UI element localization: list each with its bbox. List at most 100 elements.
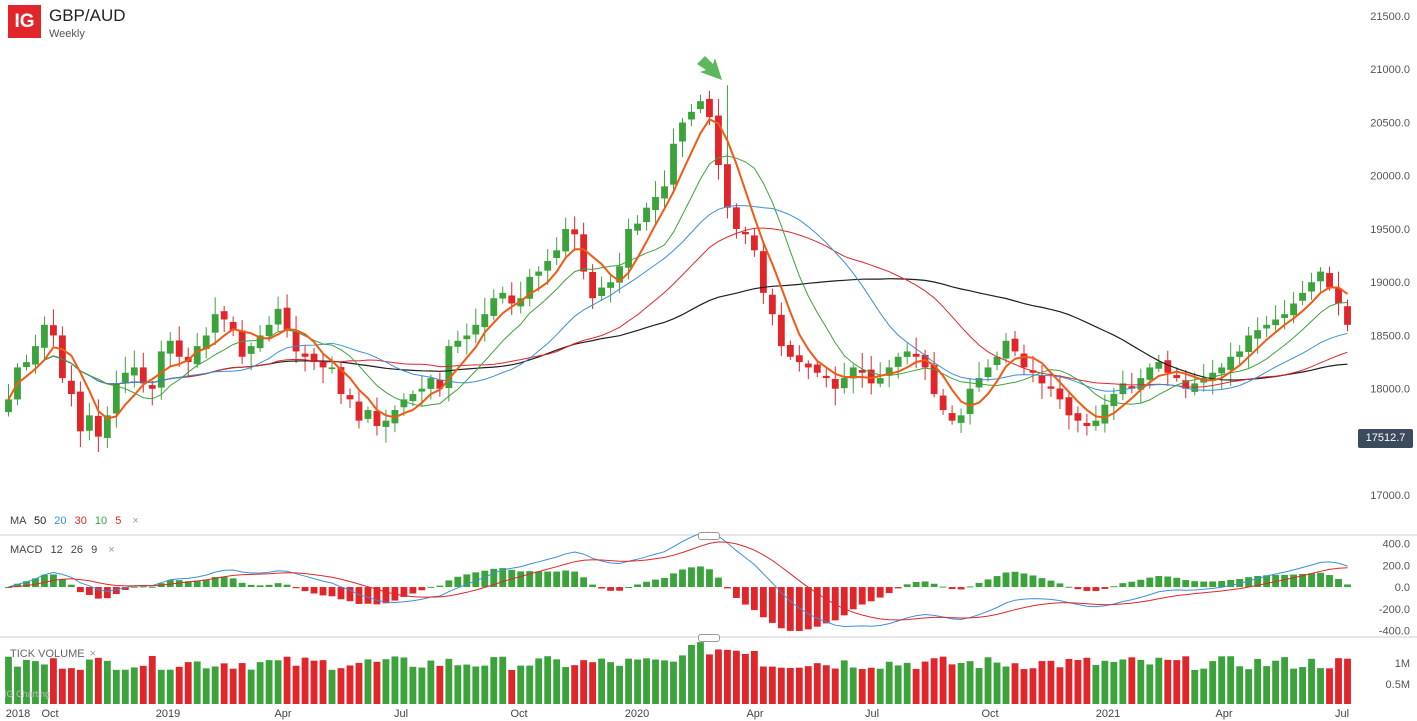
- macd-histogram-bar: [1200, 581, 1208, 588]
- volume-bar: [346, 665, 354, 704]
- macd-histogram-bar: [256, 585, 264, 588]
- macd-histogram-bar: [876, 587, 884, 598]
- macd-legend[interactable]: MACD 12 26 9 ×: [10, 544, 115, 556]
- volume-bar: [984, 657, 992, 704]
- macd-histogram-bar: [346, 587, 354, 602]
- candle-up: [490, 298, 498, 316]
- y-tick-label: 19500.0: [1370, 224, 1410, 236]
- macd-histogram-bar: [670, 573, 677, 588]
- volume-pane-resize-handle[interactable]: [698, 634, 720, 642]
- macd-y-tick-label: 200.0: [1382, 560, 1410, 572]
- macd-histogram-bar: [274, 583, 282, 588]
- macd-histogram-bar: [1335, 579, 1342, 588]
- macd-histogram-bar: [445, 580, 453, 588]
- volume-bar: [211, 666, 219, 704]
- candle-up: [247, 346, 255, 354]
- candle-down: [571, 229, 579, 235]
- candle-up: [1137, 378, 1145, 390]
- volume-bar: [32, 661, 39, 704]
- macd-histogram-bar: [1344, 584, 1351, 588]
- volume-bar: [445, 658, 453, 704]
- volume-bar: [400, 657, 408, 704]
- macd-histogram-bar: [292, 587, 300, 589]
- candle-up: [121, 372, 129, 383]
- macd-histogram-bar: [1002, 572, 1010, 588]
- volume-bar: [328, 669, 336, 704]
- candle-up: [1002, 340, 1010, 359]
- volume-bar: [1254, 658, 1262, 704]
- macd-histogram-bar: [1182, 580, 1190, 588]
- candle-down: [76, 391, 84, 432]
- candle-up: [535, 271, 543, 276]
- candle-up: [1218, 367, 1226, 374]
- candle-up: [1155, 362, 1163, 369]
- macd-histogram-bar: [184, 581, 192, 588]
- volume-bar: [975, 667, 983, 704]
- volume-bar: [867, 667, 875, 704]
- candle-down: [1029, 370, 1037, 373]
- macd-histogram-bar: [724, 587, 731, 589]
- volume-bar: [795, 667, 803, 704]
- volume-bar: [1200, 668, 1208, 704]
- volume-bar: [535, 658, 543, 704]
- volume-bar: [1092, 665, 1100, 704]
- macd-histogram-bar: [957, 587, 965, 590]
- volume-bar: [1155, 657, 1163, 704]
- candle-up: [562, 228, 570, 252]
- volume-bar: [148, 656, 156, 704]
- volume-bar: [777, 667, 785, 704]
- watermark: IG Charting: [4, 689, 51, 699]
- volume-bar: [67, 668, 75, 704]
- volume-bar: [634, 659, 641, 704]
- macd-histogram-bar: [76, 587, 84, 593]
- y-tick-label: 21500.0: [1370, 11, 1410, 23]
- volume-bar: [1020, 669, 1028, 704]
- volume-bar: [1326, 668, 1333, 704]
- volume-bar: [175, 666, 183, 704]
- candle-down: [831, 378, 839, 389]
- volume-bar: [481, 665, 489, 704]
- volume-bar: [85, 659, 93, 704]
- x-tick-label: 2020: [625, 708, 649, 720]
- volume-bar: [1164, 659, 1172, 704]
- volume-bar: [948, 664, 956, 704]
- volume-bar: [993, 662, 1001, 704]
- volume-bar: [1029, 668, 1037, 704]
- macd-histogram-bar: [41, 574, 48, 588]
- volume-bar: [1335, 658, 1342, 704]
- candle-up: [885, 367, 893, 376]
- ma-legend-title: MA: [10, 515, 26, 527]
- candle-down: [822, 375, 830, 379]
- volume-legend-close-icon[interactable]: ×: [89, 648, 97, 660]
- volume-bar: [1011, 663, 1019, 704]
- macd-histogram-bar: [732, 587, 740, 598]
- volume-bar: [939, 656, 947, 704]
- macd-histogram-bar: [1083, 587, 1091, 591]
- volume-bar: [894, 665, 902, 704]
- volume-legend[interactable]: TICK VOLUME ×: [10, 648, 96, 660]
- macd-param-signal: 9: [91, 544, 98, 556]
- macd-histogram-bar: [517, 571, 525, 588]
- macd-histogram-bar: [777, 587, 785, 629]
- volume-bar: [50, 658, 57, 704]
- candle-down: [1020, 353, 1028, 368]
- macd-histogram-bar: [121, 587, 129, 590]
- macd-pane-resize-handle[interactable]: [698, 532, 720, 540]
- volume-bar: [157, 669, 165, 704]
- volume-bar: [1245, 669, 1253, 704]
- macd-histogram-bar: [1299, 573, 1306, 588]
- ma-legend[interactable]: MA 50 20 30 10 5 ×: [10, 515, 139, 527]
- macd-legend-close-icon[interactable]: ×: [108, 544, 115, 556]
- macd-histogram-bar: [193, 580, 201, 588]
- macd-histogram-bar: [580, 577, 588, 588]
- macd-histogram-bar: [229, 578, 237, 588]
- volume-bar: [679, 655, 686, 704]
- volume-bar: [1173, 660, 1181, 704]
- macd-histogram-bar: [544, 571, 552, 588]
- candle-up: [454, 340, 462, 347]
- ma-legend-close-icon[interactable]: ×: [132, 515, 139, 527]
- macd-histogram-bar: [993, 576, 1001, 588]
- volume-bar: [1263, 666, 1271, 704]
- volume-bar: [508, 669, 516, 704]
